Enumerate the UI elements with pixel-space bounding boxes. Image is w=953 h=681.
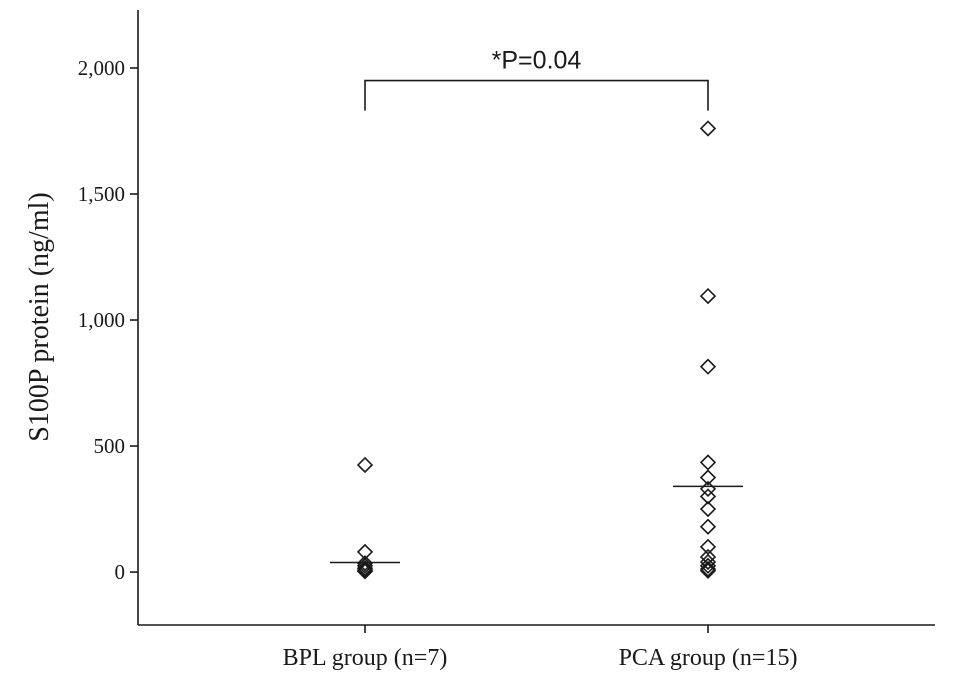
significance-line	[364, 79, 709, 111]
y-ticks: 0 500 1,000 1,500 2,000	[78, 56, 138, 584]
data-point	[699, 287, 717, 305]
data-point	[699, 469, 717, 486]
data-point	[699, 538, 717, 555]
y-tick-label: 2,000	[78, 56, 125, 80]
x-tick-label: PCA group (n=15)	[619, 645, 798, 671]
significance-bracket: *P=0.04	[364, 47, 709, 111]
data-point	[699, 553, 717, 571]
data-point	[699, 557, 717, 574]
data-point	[699, 120, 717, 137]
data-point	[699, 518, 717, 535]
data-point	[699, 500, 717, 518]
data-point	[699, 488, 717, 505]
y-tick-label: 1,000	[78, 308, 125, 332]
data-point	[699, 454, 717, 471]
data-points	[356, 120, 717, 580]
data-point	[356, 561, 374, 579]
x-ticks: BPL group (n=7) PCA group (n=15)	[283, 625, 798, 671]
data-point	[356, 456, 374, 474]
y-tick-label: 1,500	[78, 182, 125, 206]
data-point	[356, 563, 374, 580]
data-point	[699, 560, 717, 578]
data-point	[699, 562, 717, 579]
y-tick-label: 500	[94, 434, 126, 458]
data-point	[356, 557, 374, 574]
x-tick-label: BPL group (n=7)	[283, 645, 448, 671]
data-point	[356, 555, 374, 572]
data-point	[699, 358, 717, 375]
data-point	[356, 560, 374, 577]
y-axis-title: S100P protein (ng/ml)	[24, 192, 55, 441]
axes	[137, 10, 935, 626]
median-lines	[330, 485, 743, 564]
y-tick-label: 0	[115, 560, 126, 584]
significance-label: *P=0.04	[492, 47, 582, 75]
